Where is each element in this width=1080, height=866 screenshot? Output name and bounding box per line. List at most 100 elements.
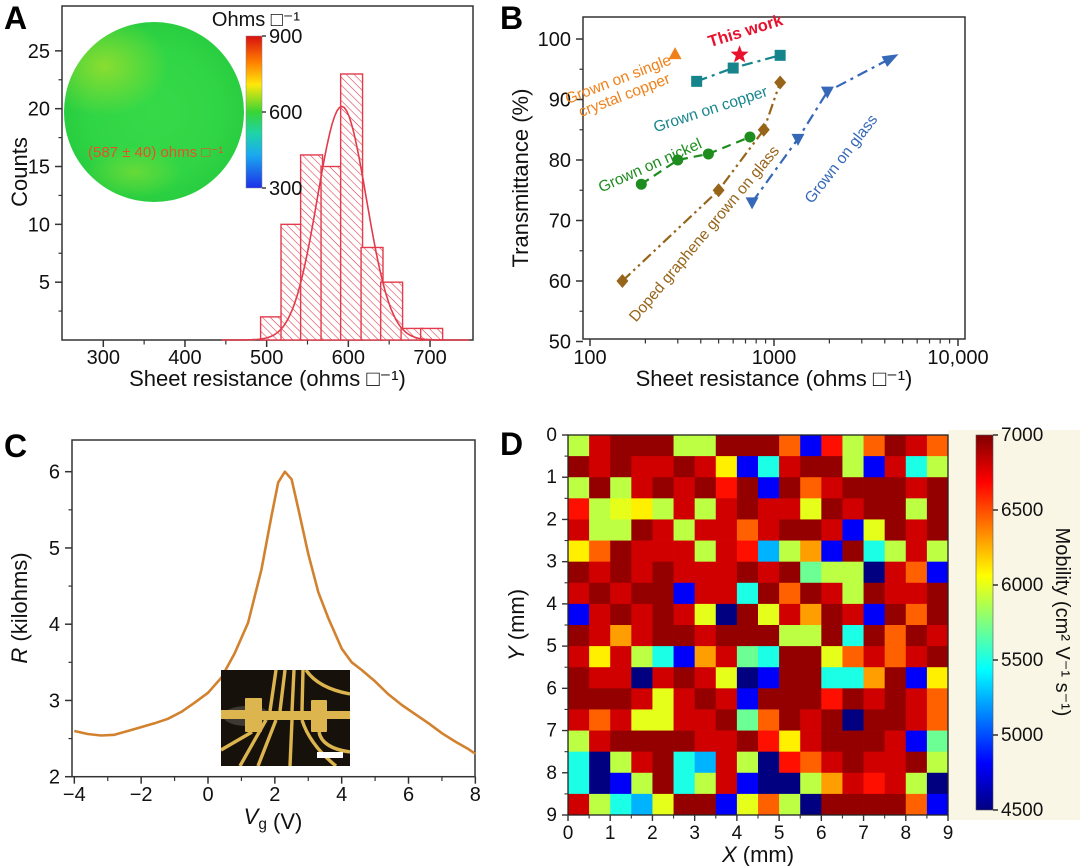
heatmap-cell: [842, 772, 864, 795]
heatmap-cell: [884, 540, 907, 563]
heatmap-cell: [842, 751, 864, 774]
histogram-bar: [339, 73, 364, 341]
heatmap-cell: [905, 435, 928, 457]
heatmap-cell: [863, 688, 886, 710]
colorbar-tick-label: 5000: [1001, 725, 1043, 746]
panel-d-x-tick-label: 5: [774, 823, 785, 844]
heatmap-cell: [652, 603, 674, 626]
heatmap-cell: [715, 730, 738, 753]
device-left-pad: [245, 698, 262, 732]
device-electrode-line: [256, 719, 278, 766]
panel-d-x-tick-label: 0: [563, 823, 574, 844]
panel-c-x-tick-label: 6: [403, 784, 414, 806]
heatmap-cell: [652, 435, 674, 457]
heatmap-cell: [589, 519, 611, 541]
panel-c-x-tick-label: 8: [470, 784, 481, 806]
heatmap-cell: [568, 667, 590, 689]
heatmap-cell: [673, 667, 696, 689]
heatmap-cell: [673, 646, 696, 668]
heatmap-cell: [589, 582, 611, 605]
colorbar-tick-label: 5500: [1001, 650, 1043, 671]
marker-doped-graphene-grown-on-glass: [757, 122, 770, 137]
heatmap-cell: [610, 498, 632, 520]
panel-d-letter: D: [500, 426, 524, 462]
heatmap-cell: [673, 456, 696, 478]
heatmap-cell: [610, 540, 632, 563]
heatmap-cell: [863, 435, 886, 457]
marker-grown-on-nickel: [702, 148, 714, 160]
heatmap-cell: [736, 709, 759, 731]
heatmap-cell: [673, 498, 696, 520]
heatmap-cell: [842, 646, 864, 668]
panel-c-y-tick-label: 3: [49, 690, 60, 712]
heatmap-cell: [779, 646, 801, 668]
heatmap-cell: [652, 625, 674, 647]
heatmap-cell: [905, 730, 928, 753]
panel-a-letter: A: [4, 0, 28, 36]
heatmap-cell: [610, 730, 632, 753]
heatmap-cell: [863, 603, 886, 626]
heatmap-cell: [884, 667, 907, 689]
heatmap-cell: [905, 477, 928, 499]
heatmap-cell: [694, 456, 717, 478]
heatmap-cell: [863, 793, 886, 816]
marker-grown-on-copper: [774, 49, 786, 61]
heatmap-cell: [884, 582, 907, 605]
panel-b-y-tick-label: 80: [549, 150, 571, 172]
heatmap-cell: [652, 561, 674, 584]
heatmap-cell: [610, 772, 632, 795]
heatmap-cell: [863, 751, 886, 774]
heatmap-cell: [779, 625, 801, 647]
panel-c-x-tick-label: −4: [63, 784, 86, 806]
heatmap-cell: [631, 456, 653, 478]
heatmap-cell: [821, 688, 843, 710]
heatmap-cell: [842, 730, 864, 753]
device-electrode-line: [304, 670, 350, 696]
heatmap-cell: [631, 519, 653, 541]
panel-b-letter: B: [500, 0, 524, 36]
heatmap-cell: [926, 519, 949, 541]
heatmap-cell: [715, 709, 738, 731]
panel-a-x-tick-label: 400: [168, 347, 201, 369]
heatmap-cell: [758, 793, 780, 816]
heatmap-cell: [715, 646, 738, 668]
heatmap-cell: [694, 709, 717, 731]
panel-d-x-tick-label: 8: [900, 823, 911, 844]
heatmap-cell: [926, 582, 949, 605]
heatmap-cell: [905, 603, 928, 626]
heatmap-cell: [905, 793, 928, 816]
heatmap-cell: [926, 709, 949, 731]
heatmap-cell: [821, 498, 843, 520]
device-electrode-line: [288, 719, 294, 766]
heatmap-cell: [694, 667, 717, 689]
heatmap-cell: [589, 603, 611, 626]
heatmap-cell: [905, 709, 928, 731]
heatmap-cell: [884, 498, 907, 520]
panel-a-y-tick-label: 10: [28, 214, 50, 236]
series-label-grown-on-single-crystal-copper: Grown on singlecrystal copper: [563, 52, 680, 124]
heatmap-cell: [800, 730, 822, 753]
heatmap-cell: [779, 772, 801, 795]
heatmap-cell: [800, 709, 822, 731]
heatmap-cell: [736, 793, 759, 816]
heatmap-cell: [568, 730, 590, 753]
panel-a-x-tick-label: 600: [332, 347, 365, 369]
heatmap-cell: [736, 646, 759, 668]
series-label-grown-on-glass: Grown on glass: [802, 111, 882, 207]
heatmap-cell: [926, 751, 949, 774]
heatmap-cell: [779, 603, 801, 626]
gaussian-fit-curve: [221, 105, 470, 341]
mobility-colorbar: [975, 434, 994, 811]
heatmap-cell: [884, 646, 907, 668]
heatmap-cell: [715, 498, 738, 520]
panel-d-x-tick-label: 2: [647, 823, 658, 844]
heatmap-cell: [568, 709, 590, 731]
heatmap-cell: [821, 667, 843, 689]
panel-d-y-tick-label: 8: [546, 763, 557, 784]
heatmap-cell: [758, 646, 780, 668]
heatmap-cell: [568, 540, 590, 563]
heatmap-cell: [863, 709, 886, 731]
panel-c-y-tick-label: 2: [49, 767, 60, 789]
heatmap-cell: [631, 603, 653, 626]
